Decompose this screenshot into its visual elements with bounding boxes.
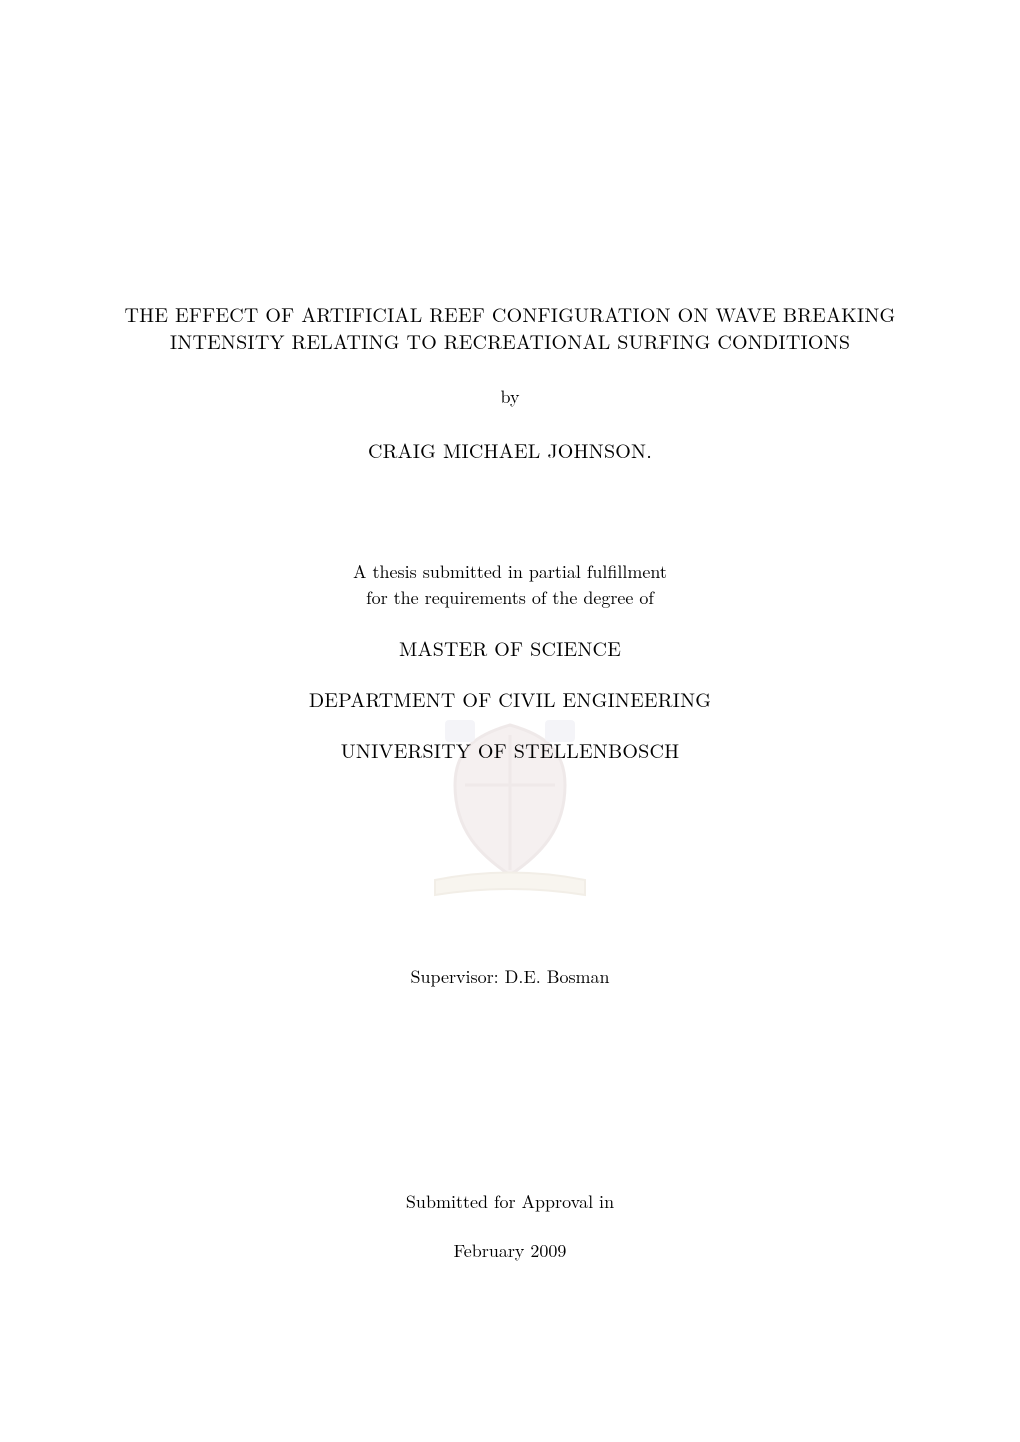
by-label: by	[110, 384, 910, 409]
degree-block: A thesis submitted in partial fulfillmen…	[110, 559, 910, 764]
supervisor-line: Supervisor: D.E. Bosman	[110, 964, 910, 989]
degree-name: MASTER OF SCIENCE	[110, 633, 910, 662]
submission-line: Submitted for Approval in	[110, 1189, 910, 1214]
crest-banner-outline	[435, 873, 585, 896]
title-line-1: THE EFFECT OF ARTIFICIAL REEF CONFIGURAT…	[110, 300, 910, 327]
department-name: DEPARTMENT OF CIVIL ENGINEERING	[110, 684, 910, 713]
fulfillment-line-1: A thesis submitted in partial fulfillmen…	[353, 559, 667, 584]
crest-banner	[435, 873, 585, 896]
submission-block: Submitted for Approval in February 2009	[110, 1189, 910, 1263]
thesis-title: THE EFFECT OF ARTIFICIAL REEF CONFIGURAT…	[110, 300, 910, 354]
thesis-title-page: THE EFFECT OF ARTIFICIAL REEF CONFIGURAT…	[0, 0, 1020, 1442]
university-name: UNIVERSITY OF STELLENBOSCH	[110, 735, 910, 764]
submission-date: February 2009	[110, 1238, 910, 1263]
fulfillment-line-2: for the requirements of the degree of	[366, 585, 654, 610]
fulfillment-text: A thesis submitted in partial fulfillmen…	[110, 559, 910, 611]
title-line-2: INTENSITY RELATING TO RECREATIONAL SURFI…	[110, 327, 910, 354]
author-name: CRAIG MICHAEL JOHNSON.	[110, 435, 910, 464]
